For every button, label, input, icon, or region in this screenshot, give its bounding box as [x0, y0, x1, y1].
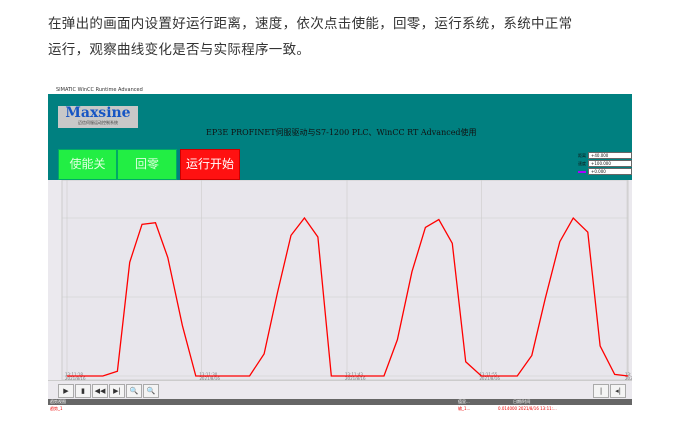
trend-line — [67, 216, 629, 377]
position-field[interactable]: +0.000 — [588, 168, 632, 175]
distance-readout: 距离 +40.000 — [578, 152, 632, 159]
wincc-screenshot: SIMATIC WinCC Runtime Advanced Maxsine 迈信… — [48, 87, 632, 413]
trend-table-row[interactable]: 趋势_1 输_1... 0.014000 2021/8/16 13:11:... — [48, 405, 632, 413]
maxsine-logo: Maxsine 迈信伺服运动控制系统 — [58, 106, 138, 128]
ruler-icon[interactable]: | — [593, 384, 609, 398]
page-title: EP3E PROFINET伺服驱动与S7-1200 PLC、WinCC RT A… — [206, 128, 477, 137]
article-line-2: 运行，观察曲线变化是否与实际程序一致。 — [48, 42, 311, 58]
forward-icon[interactable]: ▶| — [109, 384, 125, 398]
zoom-out-icon[interactable]: 🔍 — [143, 384, 159, 398]
trend-view: 13:11:18 2021/8/16 13:11:30 2021/8/16 13:11:… — [48, 179, 632, 381]
x-tick-date: 2021/8/16 — [479, 376, 500, 380]
trend-chart: 13:11:182021/8/1613:11:302021/8/1613:11:… — [61, 179, 632, 381]
x-tick-date: 2021/8/16 — [65, 376, 86, 380]
header-panel: Maxsine 迈信伺服运动控制系统 EP3E PROFINET伺服驱动与S7-1… — [48, 94, 632, 180]
speed-field[interactable]: +100.000 — [588, 160, 632, 167]
article-line-1: 在弹出的画面内设置好运行距离，速度，依次点击使能，回零，运行系统，系统中正常 — [48, 16, 573, 32]
distance-field[interactable]: +40.000 — [588, 152, 632, 159]
run-start-button[interactable]: 运行开始 — [180, 149, 240, 180]
play-icon[interactable]: ▶ — [58, 384, 74, 398]
x-tick-date: 2021/8/16 — [345, 376, 366, 380]
x-tick-date: 2021/8/16 — [199, 376, 220, 380]
enable-button[interactable]: 使能关 — [58, 149, 117, 180]
trend-table-header: 趋势视图 值显... 日期/时间 — [48, 399, 632, 405]
speed-readout: 速度 +100.000 — [578, 160, 632, 167]
rewind-icon[interactable]: ◀◀ — [92, 384, 108, 398]
zoom-in-icon[interactable]: 🔍 — [126, 384, 142, 398]
position-readout: +0.000 — [578, 168, 632, 175]
stop-icon[interactable]: ▮ — [75, 384, 91, 398]
x-tick-time: 13:11:55 — [479, 372, 497, 377]
x-tick-time: 13:11:43 — [345, 372, 363, 377]
x-tick-date: 2021/8/16 — [625, 376, 632, 380]
trend-toolbar — [48, 380, 632, 400]
x-tick-time: 13:12:08 — [625, 372, 632, 377]
x-tick-time: 13:11:30 — [199, 372, 217, 377]
window-title: SIMATIC WinCC Runtime Advanced — [48, 87, 632, 94]
x-tick-time: 13:11:18 — [65, 372, 83, 377]
ruler-back-icon[interactable]: ◂| — [610, 384, 626, 398]
plot-area — [61, 179, 629, 381]
home-button[interactable]: 回零 — [117, 149, 177, 180]
